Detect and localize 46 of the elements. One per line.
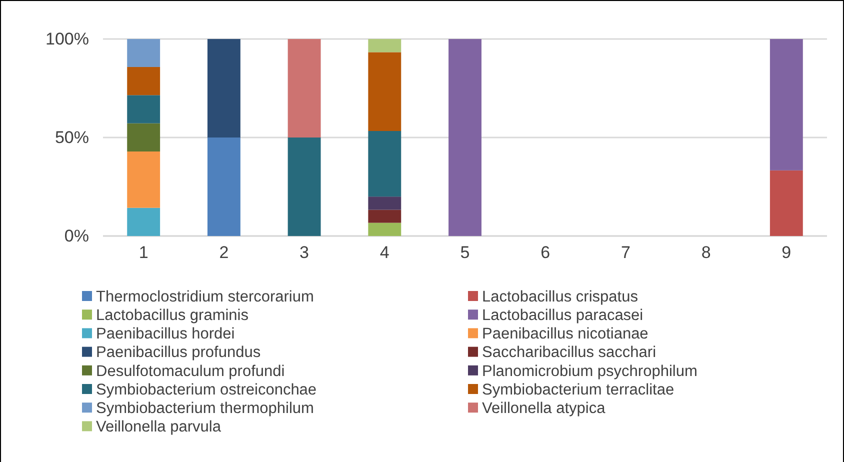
x-tick-label: 3	[300, 243, 310, 262]
x-tick-label: 9	[782, 243, 792, 262]
legend-label: Veillonella atypica	[482, 400, 606, 418]
bar	[127, 95, 160, 124]
bar	[288, 39, 321, 138]
x-tick-label: 6	[540, 243, 550, 262]
x-tick-label: 5	[460, 243, 470, 262]
legend-label: Paenibacillus nicotianae	[482, 326, 648, 343]
bar	[207, 138, 240, 236]
legend-label: Desulfotomaculum profundi	[96, 362, 285, 380]
x-tick-label: 8	[701, 243, 711, 262]
legend-label: Thermoclostridium stercorarium	[96, 288, 314, 306]
bar	[368, 131, 402, 197]
x-tick-label: 2	[219, 243, 229, 262]
legend-label: Paenibacillus profundus	[96, 344, 261, 362]
y-tick-label: 100%	[46, 29, 89, 48]
y-tick-label: 0%	[64, 226, 89, 246]
x-tick-label: 7	[620, 243, 630, 262]
bar	[288, 138, 321, 236]
bar	[127, 66, 160, 96]
bar	[127, 151, 160, 208]
legend-label: Veillonella parvula	[96, 418, 222, 436]
legend-label: Lactobacillus paracasei	[482, 307, 644, 324]
bar	[368, 52, 402, 131]
bar	[207, 39, 240, 138]
x-tick-label: 1	[138, 243, 148, 262]
y-tick-label: 50%	[54, 128, 89, 147]
legend-label: Lactobacillus crispatus	[482, 288, 638, 306]
bar	[368, 39, 402, 52]
legend-label: Symbiobacterium ostreiconchae	[96, 381, 317, 398]
legend-label: Paenibacillus hordei	[96, 326, 235, 343]
bar	[127, 39, 160, 67]
bar	[127, 208, 160, 236]
legend-label: Symbiobacterium thermophilum	[96, 400, 314, 418]
legend-label: Symbiobacterium terraclitae	[482, 381, 674, 398]
bar	[368, 210, 402, 223]
legend-label: Planomicrobium psychrophilum	[482, 362, 698, 380]
bar	[368, 222, 402, 236]
bar	[770, 170, 803, 236]
bar	[770, 39, 803, 170]
x-tick-label: 4	[380, 243, 390, 262]
legend-label: Saccharibacillus sacchari	[482, 344, 656, 362]
bar	[127, 123, 160, 152]
bar	[448, 39, 482, 236]
legend-label: Lactobacillus graminis	[96, 307, 249, 324]
bar	[368, 196, 402, 210]
